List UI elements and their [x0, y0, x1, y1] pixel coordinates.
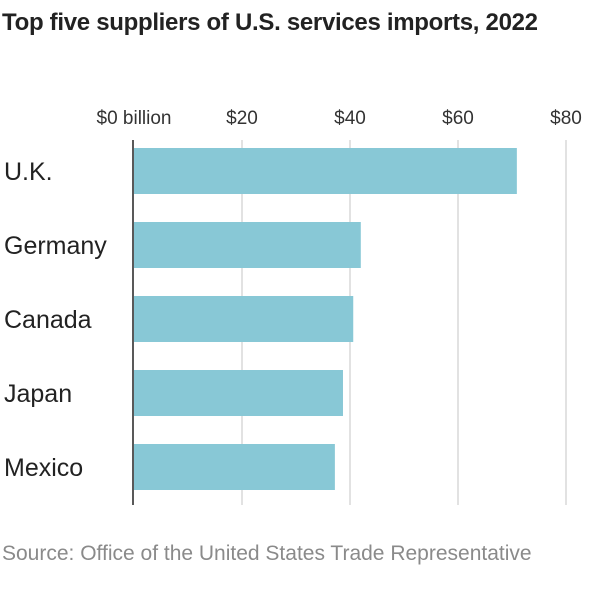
bar-germany	[134, 222, 361, 268]
category-label: Canada	[4, 306, 92, 334]
bar-mexico	[134, 444, 335, 490]
x-tick-label: $60	[442, 108, 474, 129]
bar-japan	[134, 370, 343, 416]
source-note: Source: Office of the United States Trad…	[2, 542, 532, 565]
category-label: U.K.	[4, 158, 53, 186]
x-tick-label: $0 billion	[97, 108, 172, 129]
category-label: Germany	[4, 232, 107, 260]
x-tick-label: $80	[550, 108, 582, 129]
x-tick-label: $20	[226, 108, 258, 129]
chart-title: Top five suppliers of U.S. services impo…	[2, 9, 538, 36]
bar-uk	[134, 148, 517, 194]
category-label: Japan	[4, 380, 72, 408]
bar-canada	[134, 296, 354, 342]
x-tick-label: $40	[334, 108, 366, 129]
category-label: Mexico	[4, 454, 83, 482]
